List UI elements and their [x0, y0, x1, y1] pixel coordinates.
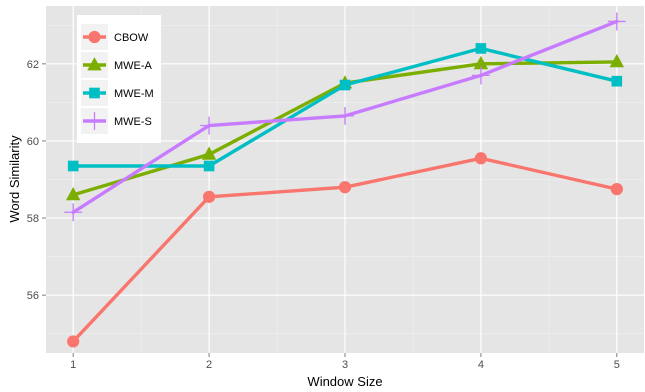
data-point — [473, 55, 489, 70]
x-tick-label: 1 — [70, 359, 76, 371]
data-point — [609, 54, 625, 68]
legend-key-marker — [88, 30, 101, 44]
legend-label: MWE-A — [114, 60, 153, 72]
legend-key-marker — [85, 112, 104, 130]
data-point — [65, 187, 81, 201]
legend-key-marker — [89, 87, 100, 99]
data-point — [474, 152, 488, 165]
data-point — [201, 146, 217, 160]
data-point — [611, 75, 623, 87]
y-axis: 56 58 60 62 — [27, 59, 46, 302]
legend: CBOW MWE-A MWE-M MWE-S — [77, 15, 161, 143]
series-mwe-m — [67, 43, 623, 172]
data-point — [67, 335, 80, 348]
legend-item: CBOW — [81, 24, 149, 50]
legend-label: MWE-S — [114, 116, 152, 128]
data-point — [339, 79, 351, 91]
legend-item: MWE-S — [81, 108, 152, 134]
data-point — [471, 66, 490, 85]
x-axis: 1 2 3 4 5 — [70, 353, 620, 371]
data-point — [336, 106, 354, 125]
legend-key-marker — [87, 57, 102, 71]
x-tick-label: 4 — [478, 359, 484, 371]
data-point — [67, 160, 79, 172]
y-tick-label: 58 — [27, 213, 39, 225]
data-point — [610, 183, 623, 196]
legend-item: MWE-M — [81, 80, 154, 106]
x-tick-label: 3 — [342, 359, 348, 371]
data-point — [338, 181, 352, 194]
x-tick-label: 2 — [206, 359, 212, 371]
data-point — [200, 116, 219, 135]
x-axis-title: Window Size — [307, 374, 382, 389]
data-point — [64, 203, 83, 222]
series-layer — [64, 12, 626, 348]
y-tick-label: 60 — [27, 136, 39, 148]
data-point — [203, 160, 215, 172]
series-mwe-s — [64, 12, 626, 222]
legend-item: MWE-A — [81, 52, 153, 78]
data-point — [607, 12, 626, 31]
legend-label: MWE-M — [114, 88, 154, 100]
y-tick-label: 62 — [27, 59, 39, 71]
legend-label: CBOW — [114, 32, 149, 44]
series-cbow — [67, 152, 623, 348]
data-point — [202, 190, 216, 203]
data-point — [475, 43, 487, 54]
y-axis-title: Word Similarity — [7, 135, 22, 223]
y-tick-label: 56 — [27, 290, 39, 302]
x-tick-label: 5 — [614, 359, 620, 371]
